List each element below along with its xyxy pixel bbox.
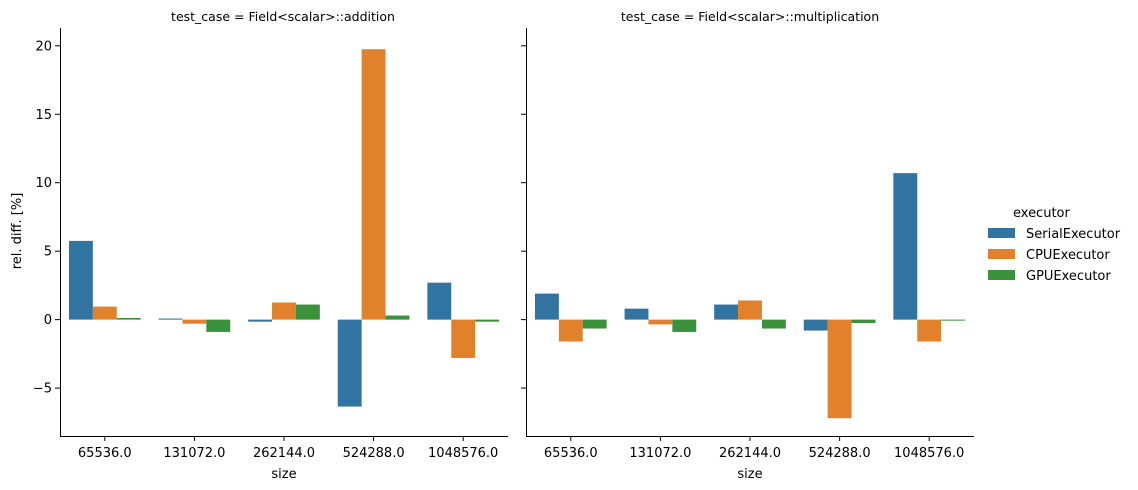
- bar-cpuexecutor-65536_0: [92, 306, 117, 320]
- bar-serialexecutor-1048576_0: [427, 282, 452, 320]
- legend-entries: SerialExecutor CPUExecutor GPUExecutor: [988, 227, 1121, 284]
- y-tick-label: 20: [35, 39, 52, 54]
- bar-cpuexecutor-524288_0: [361, 49, 386, 320]
- bar-gpuexecutor-524288_0: [851, 319, 876, 324]
- bar-serialexecutor-262144_0: [248, 319, 273, 322]
- y-tick-label: 0: [44, 313, 52, 328]
- bar-cpuexecutor-1048576_0: [451, 319, 476, 358]
- bar-gpuexecutor-65536_0: [116, 317, 141, 320]
- panel-title-addition: test_case = Field<scalar>::addition: [171, 9, 395, 24]
- bar-gpuexecutor-131072_0: [206, 319, 231, 332]
- legend-swatch-serialexecutor: [988, 228, 1015, 238]
- bar-cpuexecutor-262144_0: [738, 300, 762, 320]
- bar-serialexecutor-131072_0: [624, 308, 649, 320]
- bar-gpuexecutor-524288_0: [385, 315, 410, 320]
- panel-addition: test_case = Field<scalar>::addition 6553…: [33, 9, 508, 482]
- bar-serialexecutor-262144_0: [714, 304, 739, 320]
- bar-cpuexecutor-524288_0: [827, 319, 852, 419]
- y-ticks: −5 0 5 10 15 20: [33, 39, 60, 397]
- x-ticks-addition: 65536.0 131072.0 262144.0 524288.0 1048576.0: [78, 436, 498, 461]
- x-tick-label: 524288.0: [809, 446, 871, 461]
- bar-serialexecutor-65536_0: [68, 240, 93, 320]
- x-tick-label: 262144.0: [719, 446, 781, 461]
- bar-cpuexecutor-262144_0: [272, 302, 296, 320]
- bars-addition: [68, 49, 500, 407]
- legend-label-gpuexecutor: GPUExecutor: [1026, 269, 1111, 284]
- y-tick-label: 5: [44, 245, 52, 260]
- y-tick-label: 15: [35, 108, 52, 123]
- x-tick-label: 131072.0: [163, 446, 225, 461]
- bar-serialexecutor-524288_0: [803, 319, 828, 331]
- bar-gpuexecutor-131072_0: [672, 319, 697, 332]
- y-axis-title: rel. diff. [%]: [10, 193, 25, 270]
- x-tick-label: 262144.0: [253, 446, 315, 461]
- bar-cpuexecutor-131072_0: [182, 319, 207, 324]
- legend-swatch-cpuexecutor: [988, 249, 1015, 259]
- bar-serialexecutor-65536_0: [534, 293, 559, 320]
- x-axis-title-addition: size: [271, 467, 296, 482]
- x-tick-label: 65536.0: [78, 446, 132, 461]
- x-tick-label: 65536.0: [544, 446, 598, 461]
- y-tick-label: 10: [35, 176, 52, 191]
- x-axis-title-multiplication: size: [737, 467, 762, 482]
- bars-multiplication: [534, 173, 966, 419]
- y-tick-label: −5: [33, 382, 52, 397]
- legend-swatch-gpuexecutor: [988, 270, 1015, 280]
- x-tick-label: 524288.0: [343, 446, 405, 461]
- panel-title-multiplication: test_case = Field<scalar>::multiplicatio…: [621, 9, 879, 24]
- x-tick-label: 131072.0: [629, 446, 691, 461]
- bar-cpuexecutor-131072_0: [648, 319, 673, 325]
- panel-multiplication: test_case = Field<scalar>::multiplicatio…: [521, 9, 974, 482]
- bar-gpuexecutor-262144_0: [761, 319, 786, 329]
- legend-title: executor: [1013, 206, 1070, 221]
- x-tick-label: 1048576.0: [428, 446, 498, 461]
- x-tick-label: 1048576.0: [894, 446, 964, 461]
- y-ticks-unlabeled: [521, 45, 526, 389]
- bar-serialexecutor-131072_0: [158, 318, 183, 320]
- bar-gpuexecutor-65536_0: [582, 319, 607, 329]
- bar-gpuexecutor-262144_0: [295, 304, 320, 320]
- bar-serialexecutor-524288_0: [337, 319, 362, 407]
- bar-gpuexecutor-1048576_0: [941, 319, 966, 321]
- bar-cpuexecutor-65536_0: [558, 319, 583, 342]
- legend-label-cpuexecutor: CPUExecutor: [1026, 248, 1110, 263]
- legend: executor SerialExecutor CPUExecutor GPUExe…: [988, 206, 1121, 284]
- x-ticks-multiplication: 65536.0 131072.0 262144.0 524288.0 1048576.0: [544, 436, 964, 461]
- bar-serialexecutor-1048576_0: [893, 173, 918, 320]
- bar-cpuexecutor-1048576_0: [917, 319, 942, 342]
- bar-gpuexecutor-1048576_0: [475, 319, 500, 322]
- legend-label-serialexecutor: SerialExecutor: [1026, 227, 1121, 242]
